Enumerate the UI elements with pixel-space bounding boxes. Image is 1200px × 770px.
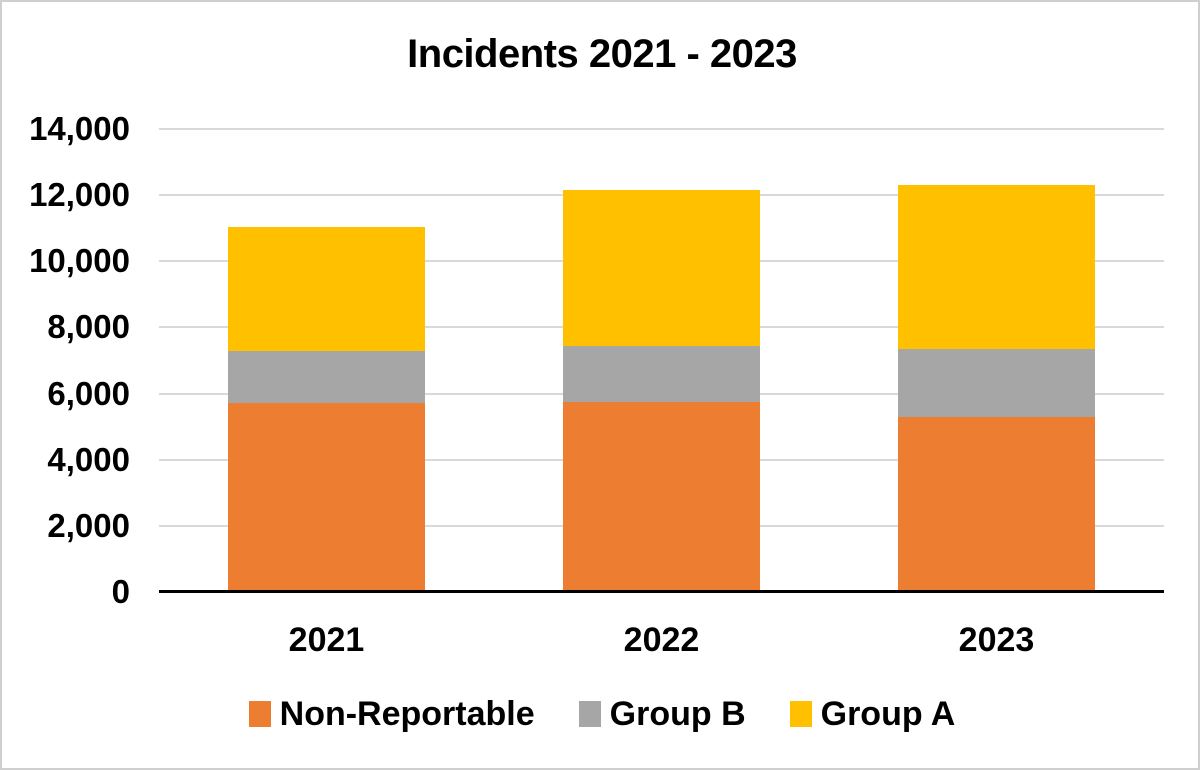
bar-segment-non-reportable-2021 bbox=[228, 403, 425, 592]
gridline bbox=[159, 128, 1164, 130]
x-axis-label-2021: 2021 bbox=[288, 621, 365, 659]
x-axis-label-2022: 2022 bbox=[623, 621, 700, 659]
legend-swatch-non-reportable bbox=[248, 701, 271, 727]
legend-label-group-a: Group A bbox=[820, 695, 956, 733]
x-axis-label-2023: 2023 bbox=[958, 621, 1035, 659]
legend-label-group-b: Group B bbox=[609, 695, 746, 733]
x-axis-line bbox=[159, 590, 1164, 593]
legend-swatch-group-b bbox=[578, 701, 601, 727]
y-axis-tick-label: 0 bbox=[111, 573, 130, 610]
y-axis-tick-label: 10,000 bbox=[29, 242, 130, 280]
bar-segment-group-a-2022 bbox=[563, 190, 760, 346]
legend-item-group-a: Group A bbox=[789, 694, 956, 734]
bar-segment-non-reportable-2022 bbox=[563, 401, 760, 592]
legend-item-non-reportable: Non-Reportable bbox=[248, 694, 535, 734]
y-axis-tick-label: 2,000 bbox=[47, 506, 130, 544]
y-axis-tick-label: 12,000 bbox=[29, 176, 130, 214]
y-axis-tick-label: 6,000 bbox=[47, 374, 130, 412]
legend-label-non-reportable: Non-Reportable bbox=[279, 695, 535, 733]
bar-segment-group-b-2023 bbox=[898, 348, 1095, 417]
legend: Non-Reportable Group B Group A bbox=[2, 692, 1198, 736]
bar-segment-group-a-2021 bbox=[228, 226, 425, 351]
y-axis-tick-label: 8,000 bbox=[47, 308, 130, 346]
bar-segment-group-b-2021 bbox=[228, 350, 425, 404]
bar-segment-non-reportable-2023 bbox=[898, 416, 1095, 592]
y-axis-tick-label: 14,000 bbox=[29, 110, 130, 147]
legend-swatch-group-a bbox=[789, 701, 812, 727]
y-axis-tick-label: 4,000 bbox=[47, 440, 130, 478]
bar-segment-group-b-2022 bbox=[563, 345, 760, 402]
bar-segment-group-a-2023 bbox=[898, 185, 1095, 349]
chart-title: Incidents 2021 - 2023 bbox=[407, 32, 797, 76]
legend-item-group-b: Group B bbox=[578, 694, 746, 734]
